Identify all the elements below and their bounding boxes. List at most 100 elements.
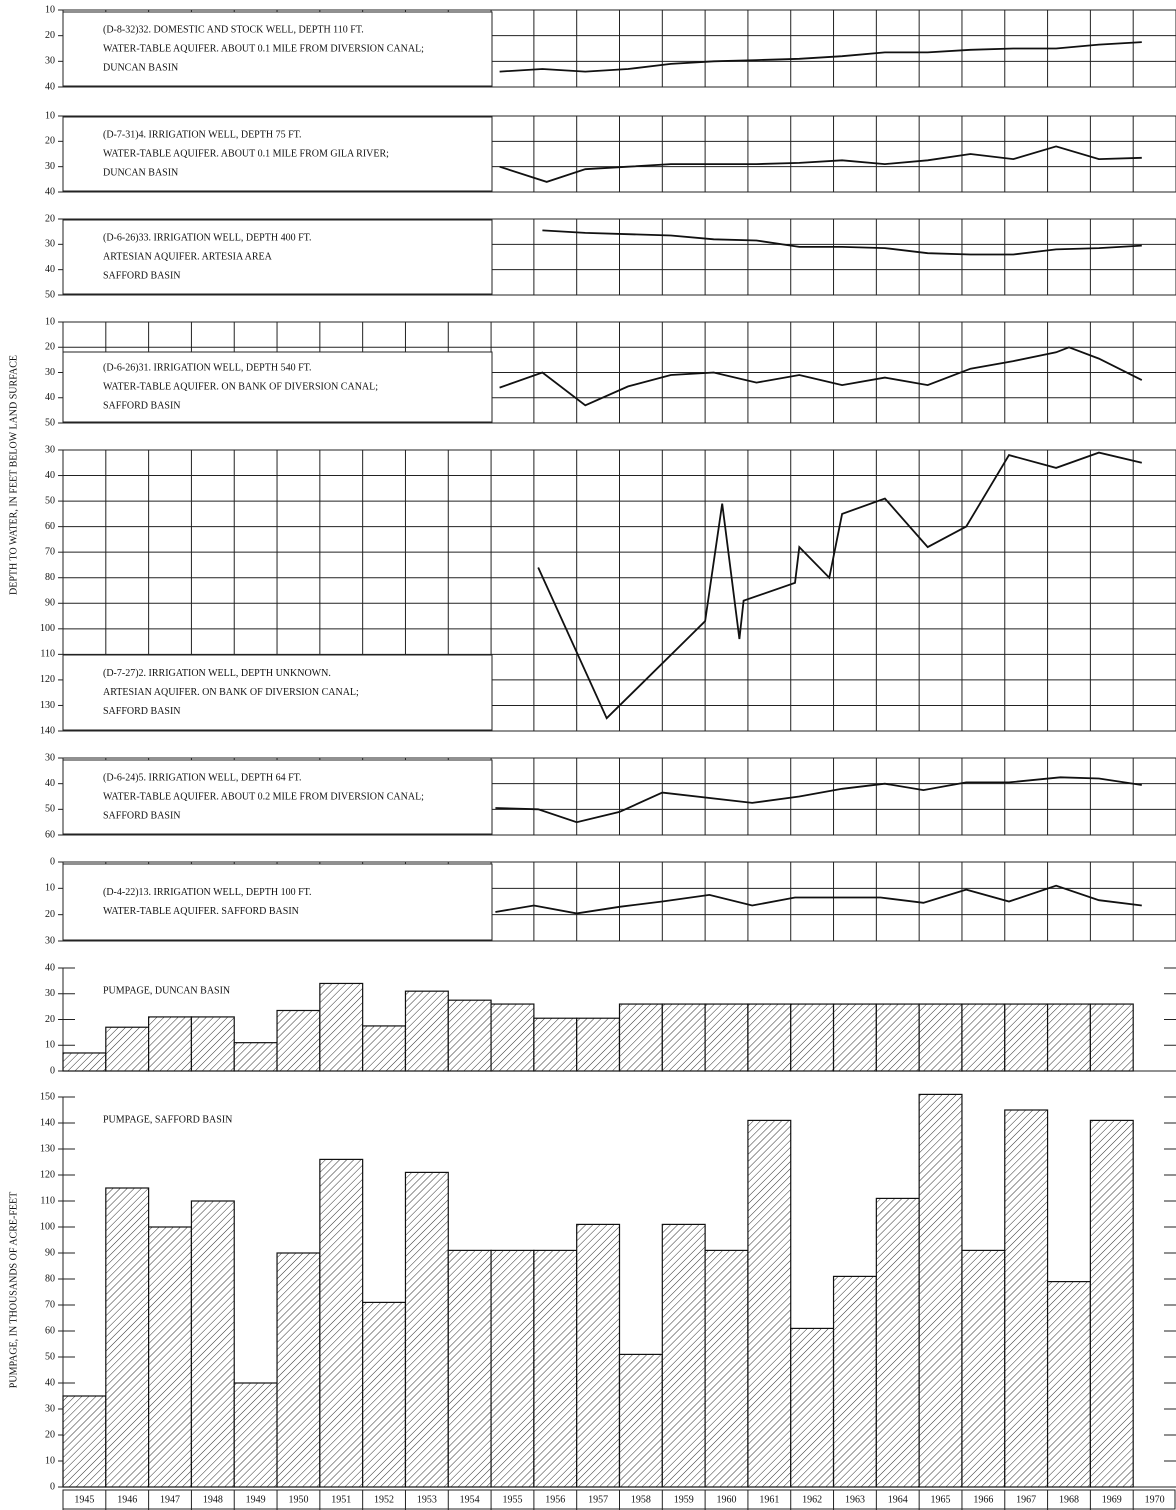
annotation-box — [62, 759, 493, 835]
bar — [790, 1003, 835, 1072]
y-tick-label: 10 — [45, 1040, 55, 1051]
y-tick-label: 100 — [40, 1221, 55, 1232]
bar — [661, 1223, 706, 1488]
annotation: SAFFORD BASIN — [103, 400, 181, 411]
hydrograph-line — [495, 776, 1142, 824]
bar — [1089, 1119, 1134, 1488]
x-tick-label: 1965 — [931, 1494, 951, 1505]
annotation: (D-7-27)2. IRRIGATION WELL, DEPTH UNKNOW… — [103, 668, 331, 679]
y-tick-label: 60 — [45, 1325, 55, 1336]
y-tick-label: 150 — [40, 1091, 55, 1102]
bar — [233, 1382, 278, 1488]
y-tick-label: 40 — [45, 81, 55, 92]
bar — [832, 1003, 877, 1072]
x-tick-label: 1949 — [246, 1494, 266, 1505]
bar — [1004, 1109, 1049, 1488]
y-tick-label: 50 — [45, 495, 55, 506]
bar — [490, 1003, 535, 1072]
x-tick-label: 1948 — [203, 1494, 223, 1505]
y-tick-label: 140 — [40, 1117, 55, 1128]
bar-chart-title: PUMPAGE, DUNCAN BASIN — [103, 985, 230, 996]
annotation-box — [62, 116, 493, 192]
y-tick-label: 80 — [45, 572, 55, 583]
annotation: ARTESIAN AQUIFER. ARTESIA AREA — [103, 251, 273, 262]
bar — [62, 1395, 107, 1488]
x-tick-label: 1958 — [631, 1494, 651, 1505]
bar — [148, 1226, 193, 1488]
y-tick-label: 30 — [45, 988, 55, 999]
annotation: (D-6-24)5. IRRIGATION WELL, DEPTH 64 FT. — [103, 772, 302, 783]
bar — [875, 1003, 920, 1072]
x-tick-label: 1967 — [1016, 1494, 1036, 1505]
y-tick-label: 20 — [45, 1014, 55, 1025]
y-tick-label: 30 — [45, 1403, 55, 1414]
annotation: DUNCAN BASIN — [103, 167, 178, 178]
x-tick-label: 1946 — [117, 1494, 137, 1505]
y-tick-label: 30 — [45, 161, 55, 172]
bar — [1046, 1280, 1091, 1488]
bar — [618, 1353, 663, 1488]
y-tick-label: 40 — [45, 186, 55, 197]
annotation: (D-6-26)31. IRRIGATION WELL, DEPTH 540 F… — [103, 362, 312, 373]
y-tick-label: 130 — [40, 700, 55, 711]
annotation: WATER-TABLE AQUIFER. ABOUT 0.1 MILE FROM… — [103, 43, 424, 54]
x-tick-label: 1959 — [674, 1494, 694, 1505]
x-tick-label: 1969 — [1102, 1494, 1122, 1505]
y-tick-label: 80 — [45, 1273, 55, 1284]
y-tick-label: 0 — [50, 1481, 55, 1492]
bar — [832, 1275, 877, 1488]
bar — [319, 1158, 364, 1488]
y-tick-label: 50 — [45, 417, 55, 428]
y-tick-label: 120 — [40, 1169, 55, 1180]
annotation: ARTESIAN AQUIFER. ON BANK OF DIVERSION C… — [103, 687, 359, 698]
bar — [276, 1252, 321, 1488]
bar — [319, 982, 364, 1072]
bar — [704, 1249, 749, 1488]
x-tick-label: 1951 — [331, 1494, 351, 1505]
bar — [576, 1223, 621, 1488]
bar — [618, 1003, 663, 1072]
y-tick-label: 20 — [45, 30, 55, 41]
y-tick-label: 10 — [45, 4, 55, 15]
x-tick-label: 1970 — [1145, 1494, 1165, 1505]
annotation: WATER-TABLE AQUIFER. SAFFORD BASIN — [103, 906, 299, 917]
y-tick-label: 0 — [50, 1065, 55, 1076]
x-tick-label: 1966 — [973, 1494, 993, 1505]
y-tick-label: 50 — [45, 289, 55, 300]
x-tick-label: 1960 — [717, 1494, 737, 1505]
bar — [661, 1003, 706, 1072]
y-tick-label: 90 — [45, 1247, 55, 1258]
annotation: SAFFORD BASIN — [103, 810, 181, 821]
x-tick-label: 1964 — [888, 1494, 908, 1505]
bar — [961, 1003, 1006, 1072]
y-tick-label: 40 — [45, 778, 55, 789]
y-tick-label: 10 — [45, 110, 55, 121]
y-tick-label: 140 — [40, 725, 55, 736]
x-tick-label: 1963 — [845, 1494, 865, 1505]
y-tick-label: 60 — [45, 829, 55, 840]
annotation: SAFFORD BASIN — [103, 270, 181, 281]
hydrograph-line — [495, 884, 1142, 915]
y-tick-label: 40 — [45, 392, 55, 403]
y-tick-label: 50 — [45, 804, 55, 815]
bar — [190, 1016, 235, 1072]
y-tick-label: 40 — [45, 264, 55, 275]
bar — [447, 1249, 492, 1488]
x-tick-label: 1952 — [374, 1494, 394, 1505]
bar — [875, 1197, 920, 1488]
y-tick-label: 130 — [40, 1143, 55, 1154]
x-tick-label: 1955 — [502, 1494, 522, 1505]
bar — [148, 1016, 193, 1072]
x-tick-label: 1956 — [545, 1494, 565, 1505]
bar — [490, 1249, 535, 1488]
x-tick-label: 1968 — [1059, 1494, 1079, 1505]
y-tick-label: 30 — [45, 935, 55, 946]
bar — [918, 1093, 963, 1488]
annotation: WATER-TABLE AQUIFER. ABOUT 0.2 MILE FROM… — [103, 791, 424, 802]
y-tick-label: 0 — [50, 856, 55, 867]
bar — [533, 1249, 578, 1488]
annotation-box — [62, 863, 493, 941]
annotation: (D-7-31)4. IRRIGATION WELL, DEPTH 75 FT. — [103, 129, 302, 140]
bar — [190, 1200, 235, 1488]
